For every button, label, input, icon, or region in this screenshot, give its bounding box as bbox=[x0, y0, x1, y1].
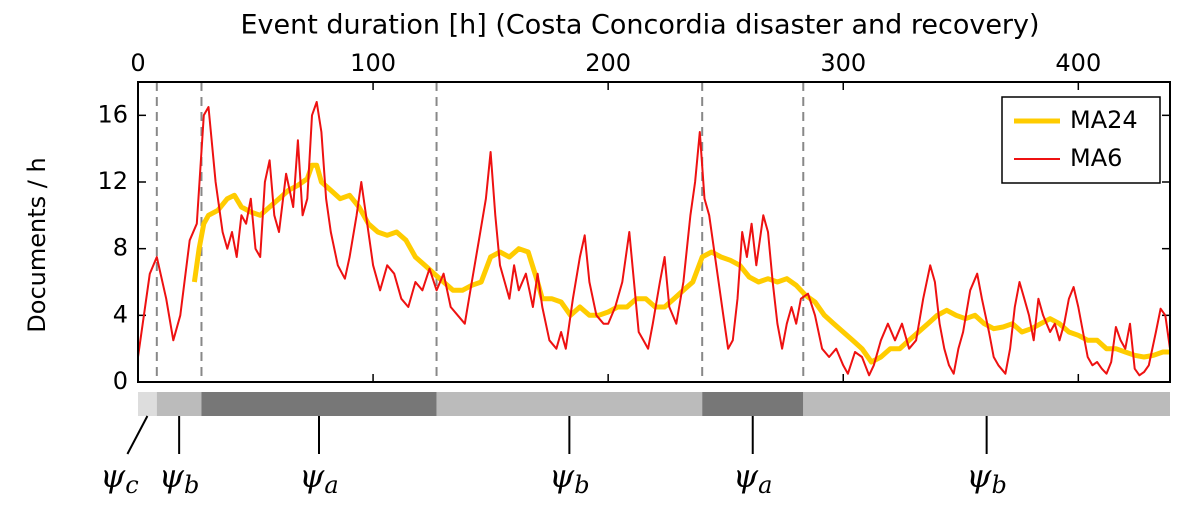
phase-segment bbox=[702, 392, 804, 416]
y-tick-label: 8 bbox=[113, 234, 128, 262]
phase-label: ψa bbox=[299, 457, 338, 499]
x-tick-label: 400 bbox=[1055, 49, 1101, 77]
legend-box bbox=[1001, 96, 1161, 184]
phase-symbol: ψ bbox=[733, 457, 759, 495]
phase-segment bbox=[803, 392, 1170, 416]
x-tick-label: 200 bbox=[585, 49, 631, 77]
phase-symbol: ψ bbox=[299, 457, 325, 495]
y-tick-label: 12 bbox=[97, 167, 128, 195]
plot-frame bbox=[137, 81, 1171, 383]
legend-label: MA24 bbox=[1070, 106, 1138, 134]
phase-symbol: ψ bbox=[159, 457, 185, 495]
y-tick-label: 4 bbox=[113, 300, 128, 328]
phase-label: ψb bbox=[159, 457, 199, 499]
x-tick-label: 0 bbox=[130, 49, 145, 77]
chart-title: Event duration [h] (Costa Concordia disa… bbox=[240, 10, 1039, 41]
phase-leader bbox=[126, 415, 149, 455]
y-axis-label: Documents / h bbox=[23, 157, 51, 332]
x-tick-label: 300 bbox=[820, 49, 866, 77]
phase-segment bbox=[201, 392, 437, 416]
y-tick-label: 0 bbox=[113, 367, 128, 395]
phase-symbol: ψ bbox=[966, 457, 992, 495]
phase-segment bbox=[436, 392, 703, 416]
phase-label: ψb bbox=[966, 457, 1006, 499]
phase-symbol: ψ bbox=[100, 457, 126, 495]
phase-segment bbox=[138, 392, 157, 416]
phase-subscript: b bbox=[991, 471, 1006, 499]
phase-label: ψb bbox=[549, 457, 589, 499]
series-line bbox=[137, 101, 1171, 377]
phase-label: ψa bbox=[733, 457, 772, 499]
series-line bbox=[191, 162, 1170, 365]
legend-label: MA6 bbox=[1070, 144, 1122, 172]
phase-subscript: a bbox=[758, 471, 772, 499]
phase-segment bbox=[156, 392, 202, 416]
phase-subscript: c bbox=[125, 471, 138, 499]
phase-subscript: a bbox=[324, 471, 338, 499]
phase-symbol: ψ bbox=[549, 457, 575, 495]
y-tick-label: 16 bbox=[97, 100, 128, 128]
x-tick-label: 100 bbox=[350, 49, 396, 77]
phase-label: ψc bbox=[100, 457, 139, 499]
phase-subscript: b bbox=[574, 471, 589, 499]
phase-subscript: b bbox=[184, 471, 199, 499]
